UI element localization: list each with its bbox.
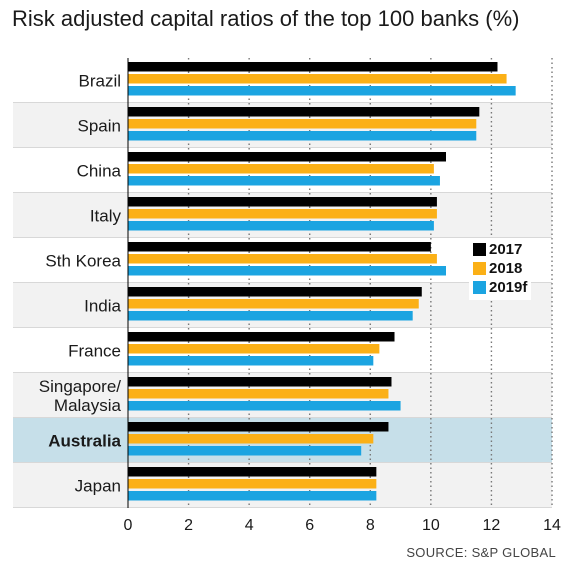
bar-2017 — [128, 62, 498, 72]
legend-item: 2018 — [473, 259, 527, 278]
x-tick-label: 12 — [483, 517, 501, 534]
x-tick-label: 10 — [422, 517, 440, 534]
bar-2019f — [128, 131, 477, 141]
bar-2019f — [128, 401, 401, 411]
x-tick-label: 8 — [366, 517, 375, 534]
category-label: Brazil — [78, 72, 121, 91]
category-label: Italy — [90, 207, 122, 226]
legend-item: 2017 — [473, 240, 527, 259]
source-note: SOURCE: S&P GLOBAL — [406, 545, 556, 560]
bar-2018 — [128, 119, 477, 129]
legend: 2017 2018 2019f — [469, 238, 532, 300]
bar-2017 — [128, 332, 395, 342]
bar-2017 — [128, 107, 480, 117]
category-label: France — [68, 342, 121, 361]
bar-2018 — [128, 299, 419, 309]
category-label: Sth Korea — [45, 252, 121, 271]
bar-2017 — [128, 422, 389, 432]
bar-2018 — [128, 389, 389, 399]
bar-2019f — [128, 86, 516, 96]
x-tick-label: 0 — [124, 517, 133, 534]
bar-2017 — [128, 152, 446, 162]
x-tick-label: 14 — [543, 517, 561, 534]
legend-label: 2019f — [489, 279, 528, 296]
bar-2019f — [128, 446, 362, 456]
x-tick-label: 2 — [184, 517, 193, 534]
bar-2017 — [128, 467, 377, 477]
bar-2018 — [128, 344, 380, 354]
legend-label: 2018 — [489, 260, 523, 277]
bar-2019f — [128, 311, 413, 321]
bar-2018 — [128, 254, 437, 264]
bar-2019f — [128, 356, 374, 366]
bar-2017 — [128, 377, 392, 387]
bar-2019f — [128, 221, 434, 231]
bar-2018 — [128, 434, 374, 444]
category-label: India — [84, 297, 121, 316]
bar-2019f — [128, 266, 446, 276]
category-label: China — [77, 162, 122, 181]
bar-2018 — [128, 479, 377, 489]
bar-2017 — [128, 287, 422, 297]
legend-swatch — [473, 243, 486, 256]
category-label: Spain — [78, 117, 121, 136]
bar-2018 — [128, 209, 437, 219]
bar-2017 — [128, 197, 437, 207]
chart-title: Risk adjusted capital ratios of the top … — [12, 6, 520, 31]
category-label: Australia — [48, 432, 121, 451]
category-label: Japan — [75, 477, 121, 496]
legend-item: 2019f — [473, 278, 527, 297]
bar-2019f — [128, 176, 440, 186]
bar-2019f — [128, 491, 377, 501]
category-label: Singapore/Malaysia — [39, 377, 122, 415]
bar-2018 — [128, 164, 434, 174]
x-tick-label: 4 — [245, 517, 254, 534]
legend-swatch — [473, 281, 486, 294]
legend-label: 2017 — [489, 241, 523, 258]
bar-2017 — [128, 242, 431, 252]
bar-2018 — [128, 74, 507, 84]
legend-swatch — [473, 262, 486, 275]
x-tick-label: 6 — [305, 517, 314, 534]
